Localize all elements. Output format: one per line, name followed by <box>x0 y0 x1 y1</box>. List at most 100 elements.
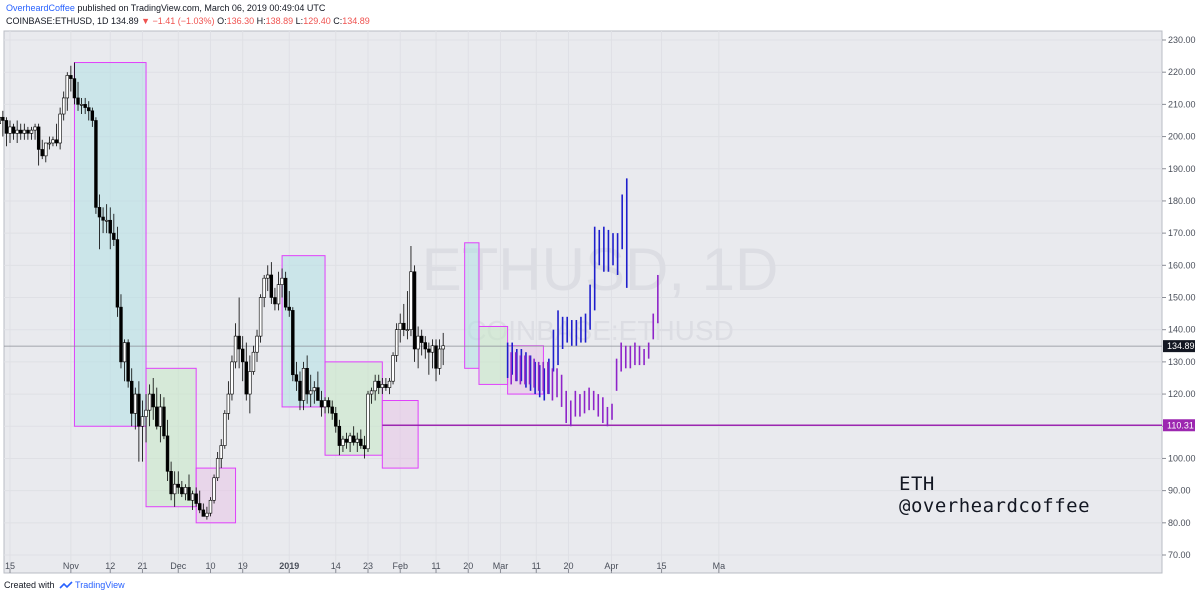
zone-green <box>478 325 509 385</box>
candle-bull <box>437 348 442 369</box>
candle-bear <box>101 216 105 221</box>
candle-bull <box>280 277 284 285</box>
candle-bull <box>205 512 209 517</box>
time-tick-label: Nov <box>63 561 80 571</box>
tradingview-brand-link[interactable]: TradingView <box>75 580 125 590</box>
footer: Created with TradingView <box>4 580 125 590</box>
candle-bull <box>33 126 37 131</box>
time-tick-label: 2019 <box>279 561 299 571</box>
time-tick-label: 19 <box>238 561 248 571</box>
candle-bear <box>40 149 44 157</box>
open-value: 136.30 <box>226 16 255 26</box>
candle-bull <box>226 393 231 414</box>
candle-bear <box>108 219 112 234</box>
candle-bear <box>11 126 16 134</box>
chart-header: OverheardCoffee published on TradingView… <box>4 0 1194 30</box>
candle-bull <box>369 390 374 395</box>
candle-bull <box>223 413 227 446</box>
candle-bull <box>373 380 377 392</box>
candle-bull <box>47 142 52 145</box>
candle-bull <box>248 371 252 395</box>
time-tick-label: 14 <box>331 561 341 571</box>
signature: ETH @overheardcoffee <box>899 473 1090 517</box>
candle-bear <box>283 277 288 308</box>
candle-bear <box>326 400 331 408</box>
time-tick-label: Ma <box>713 561 726 571</box>
candle-bull <box>172 483 177 495</box>
price-tick-label: 130.00 <box>1168 357 1196 367</box>
time-tick-label: Dec <box>170 561 187 571</box>
candle-bear <box>298 380 302 401</box>
candle-bull <box>251 351 256 372</box>
price-tick-label: 170.00 <box>1168 228 1196 238</box>
close-label: C: <box>333 16 343 26</box>
candle-bull <box>208 499 213 514</box>
grid <box>4 31 1162 573</box>
candle-bear <box>316 387 320 401</box>
open-label: O: <box>217 16 227 26</box>
candle-bear <box>112 232 116 240</box>
time-tick-label: 12 <box>105 561 115 571</box>
candle-bull <box>391 355 395 382</box>
time-tick-label: 11 <box>431 561 440 571</box>
candle-bull <box>405 329 410 331</box>
candle-bull <box>312 387 316 392</box>
candle-bull <box>190 493 195 501</box>
last-price-badge <box>1163 340 1195 353</box>
candle-bear <box>130 380 134 414</box>
candle-bear <box>180 487 184 495</box>
candle-bull <box>301 368 306 401</box>
projections <box>506 178 659 427</box>
candle-bear <box>427 348 431 353</box>
candle-bear <box>176 483 180 488</box>
candle-bear <box>384 384 388 388</box>
candle-bear <box>330 406 334 414</box>
candle-bear <box>334 413 338 427</box>
price-tick-label: 90.00 <box>1168 486 1191 496</box>
candle-bull <box>387 380 392 388</box>
candle-bull <box>309 390 313 395</box>
price-tick-label: 80.00 <box>1168 518 1191 528</box>
price-tick-label: 210.00 <box>1168 99 1196 109</box>
candle-bear <box>165 435 170 472</box>
candle-bear <box>36 126 41 150</box>
price-tick-label: 220.00 <box>1168 67 1196 77</box>
published-text: published on TradingView.com, March 06, … <box>77 3 326 13</box>
candle-bull <box>258 297 263 337</box>
support-price-label: 110.31 <box>1167 420 1194 430</box>
candle-bull <box>8 126 12 134</box>
candle-bull <box>0 116 1 124</box>
candle-bull <box>323 400 327 408</box>
candle-bear <box>434 345 438 369</box>
candle-bull <box>341 438 345 446</box>
price-tick-label: 120.00 <box>1168 389 1196 399</box>
candle-bull <box>233 335 238 363</box>
last-price: 134.89 <box>111 16 139 26</box>
candle-bull <box>430 345 435 353</box>
candle-bull <box>147 393 152 411</box>
candle-bear <box>344 438 349 443</box>
candle-bull <box>215 458 220 479</box>
candle-bear <box>359 438 363 446</box>
candle-bear <box>269 274 274 298</box>
zone-green <box>145 367 197 508</box>
candle-bull <box>104 219 109 222</box>
candle-bull <box>355 438 359 443</box>
publish-line: OverheardCoffee published on TradingView… <box>6 3 325 13</box>
symbol-label: COINBASE:ETHUSD, 1D <box>6 16 109 26</box>
time-tick-label: 11 <box>532 561 541 571</box>
candle-bear <box>294 374 299 382</box>
candle-bear <box>94 120 98 208</box>
candle-bear <box>97 207 102 218</box>
candle-bull <box>44 142 48 157</box>
time-tick-label: 23 <box>363 561 373 571</box>
price-tick-label: 70.00 <box>1168 550 1191 560</box>
candle-bear <box>151 393 155 408</box>
time-axis[interactable]: 15 Nov 12 21 Dec 10 19 2019 14 23 Feb 11 20 Mar 11 20 Ap… <box>5 561 725 573</box>
author-link[interactable]: OverheardCoffee <box>6 3 75 13</box>
price-axis[interactable]: 70.0080.0090.00100.00110.00120.00130.001… <box>1162 35 1196 560</box>
time-tick-label: Feb <box>392 561 408 571</box>
low-value: 129.40 <box>303 16 331 26</box>
candle-bull <box>29 129 34 134</box>
